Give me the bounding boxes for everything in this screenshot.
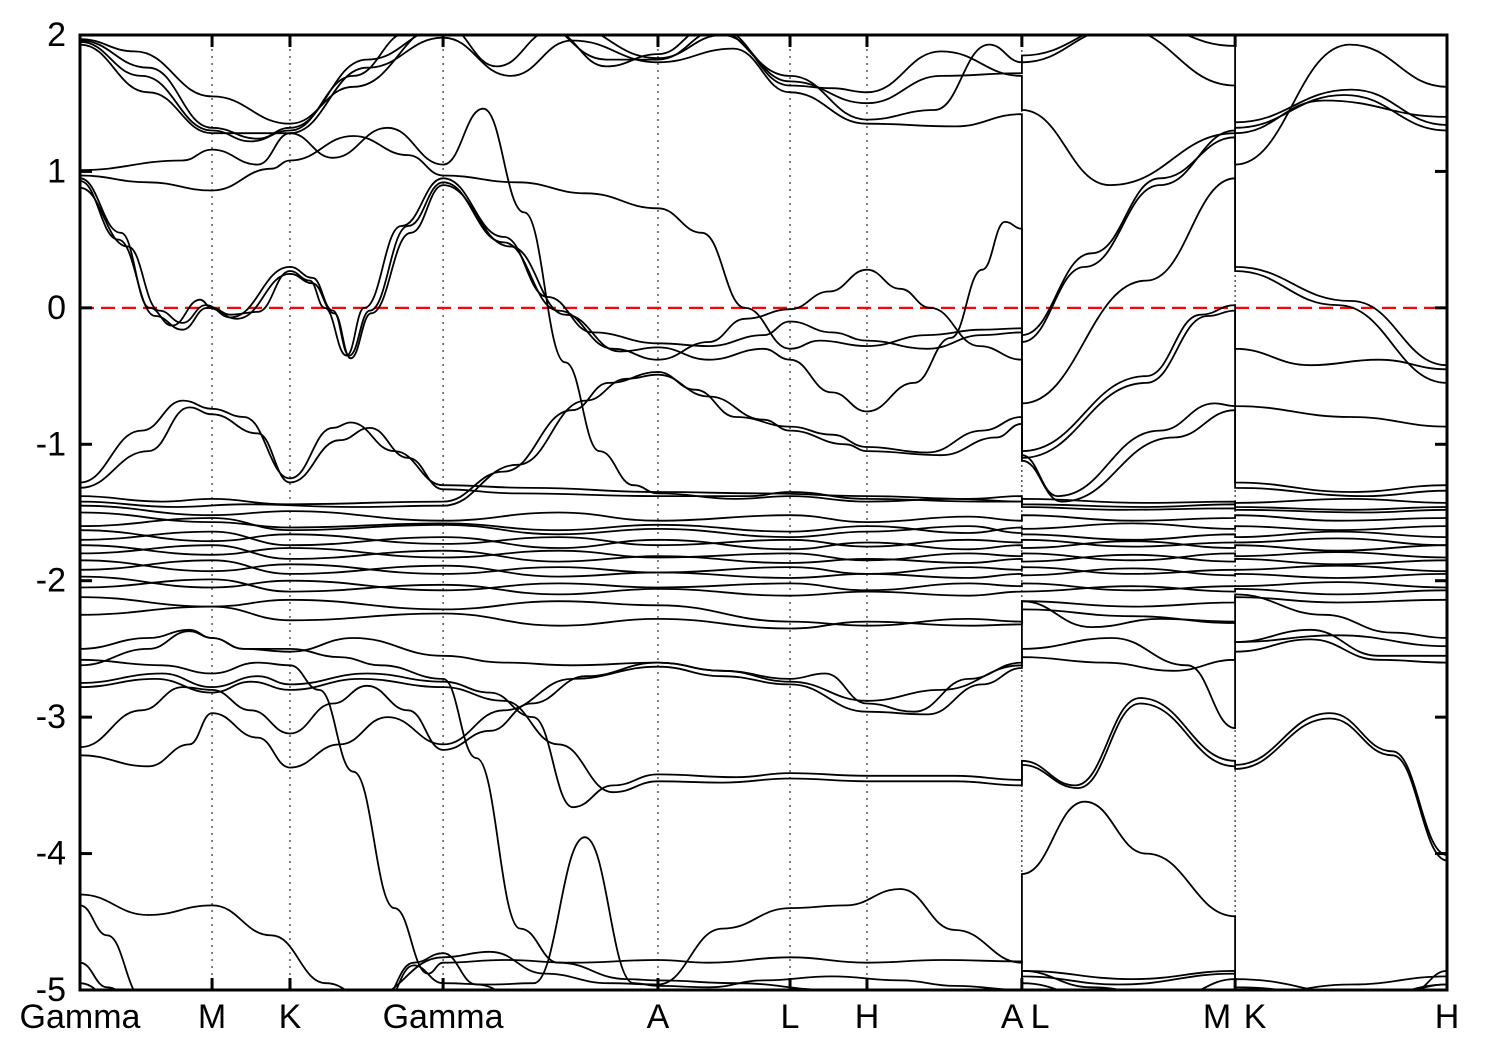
- x-axis-tick-label: L: [1031, 998, 1050, 1036]
- band-line: [80, 605, 1447, 648]
- band-line: [80, 135, 1447, 405]
- band-line: [80, 181, 1447, 453]
- band-line: [80, 575, 1447, 592]
- band-line: [80, 672, 1447, 856]
- x-axis-tick-label: Gamma: [383, 998, 504, 1036]
- x-axis-tick-label: Gamma: [20, 998, 141, 1036]
- band-line: [80, 517, 1447, 541]
- x-axis-tick-label: M: [198, 998, 226, 1036]
- x-axis-tick-label: A: [647, 998, 670, 1036]
- band-line: [80, 593, 1447, 751]
- x-axis-tick-label: A: [1001, 998, 1024, 1036]
- band-line: [80, 107, 1447, 504]
- band-line: [80, 371, 1447, 506]
- band-line: [80, 628, 1447, 990]
- x-axis-tick-label: K: [1244, 998, 1267, 1036]
- band-line: [80, 406, 1447, 514]
- band-line: [80, 180, 1447, 459]
- band-line: [80, 578, 1447, 597]
- band-line: [80, 511, 1447, 534]
- band-line: [80, 677, 1447, 862]
- x-axis-tick-label: L: [781, 998, 800, 1036]
- y-axis-tick-label: 2: [47, 16, 66, 54]
- y-axis-tick-label: -5: [36, 971, 66, 1009]
- band-line: [80, 559, 1447, 579]
- x-axis-tick-label: K: [279, 998, 302, 1036]
- band-line: [80, 35, 1447, 140]
- band-line: [80, 399, 1447, 511]
- x-axis-tick-label: H: [855, 998, 880, 1036]
- x-axis-tick-label: M: [1203, 998, 1231, 1036]
- band-line: [80, 529, 1447, 548]
- y-axis-tick-label: -1: [36, 425, 66, 463]
- y-axis-tick-label: -2: [36, 562, 66, 600]
- plot-frame: [78, 33, 1449, 992]
- band-line: [80, 373, 1447, 508]
- band-line: [80, 530, 1447, 552]
- band-line: [80, 504, 1447, 524]
- band-line: [80, 800, 1236, 990]
- band-line: [80, 559, 1447, 575]
- y-axis-tick-label: 1: [47, 152, 66, 190]
- band-line: [80, 544, 1447, 566]
- band-line: [80, 544, 1447, 562]
- band-line: [80, 638, 1447, 769]
- y-axis-tick-label: 0: [47, 289, 66, 327]
- band-line: [80, 136, 1447, 384]
- x-axis-tick-label: H: [1435, 998, 1460, 1036]
- y-axis-tick-label: -4: [36, 835, 66, 873]
- y-axis-tick-label: -3: [36, 698, 66, 736]
